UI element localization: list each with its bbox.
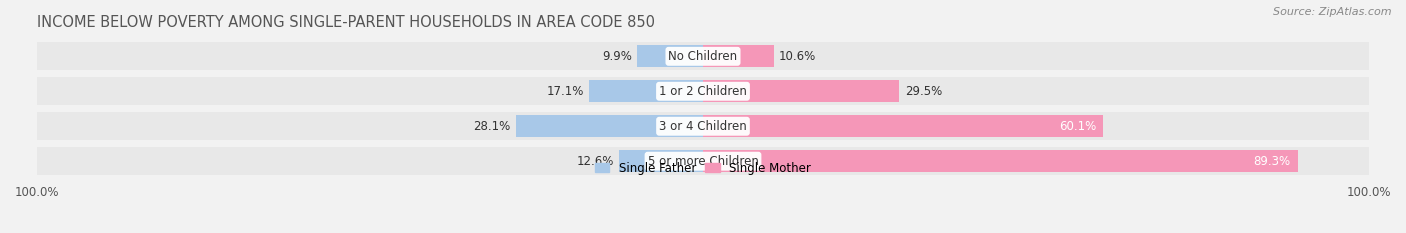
Bar bbox=[516, 115, 703, 137]
Bar bbox=[37, 77, 1369, 105]
Text: 17.1%: 17.1% bbox=[547, 85, 583, 98]
Text: 5 or more Children: 5 or more Children bbox=[648, 155, 758, 168]
Text: 29.5%: 29.5% bbox=[904, 85, 942, 98]
Text: 60.1%: 60.1% bbox=[1059, 120, 1097, 133]
Bar bbox=[703, 80, 900, 102]
Text: 12.6%: 12.6% bbox=[576, 155, 614, 168]
Text: 10.6%: 10.6% bbox=[779, 50, 815, 63]
Legend: Single Father, Single Mother: Single Father, Single Mother bbox=[591, 157, 815, 179]
Bar bbox=[637, 45, 703, 67]
Bar bbox=[619, 150, 703, 172]
Bar bbox=[703, 45, 773, 67]
Bar bbox=[37, 147, 1369, 175]
Bar bbox=[37, 42, 1369, 70]
Text: 3 or 4 Children: 3 or 4 Children bbox=[659, 120, 747, 133]
Bar bbox=[703, 150, 1298, 172]
Text: 1 or 2 Children: 1 or 2 Children bbox=[659, 85, 747, 98]
Text: INCOME BELOW POVERTY AMONG SINGLE-PARENT HOUSEHOLDS IN AREA CODE 850: INCOME BELOW POVERTY AMONG SINGLE-PARENT… bbox=[37, 15, 655, 30]
Bar bbox=[703, 115, 1104, 137]
Text: 9.9%: 9.9% bbox=[602, 50, 631, 63]
Text: Source: ZipAtlas.com: Source: ZipAtlas.com bbox=[1274, 7, 1392, 17]
Text: 89.3%: 89.3% bbox=[1254, 155, 1291, 168]
Bar bbox=[37, 112, 1369, 140]
Text: No Children: No Children bbox=[668, 50, 738, 63]
Bar bbox=[589, 80, 703, 102]
Text: 28.1%: 28.1% bbox=[474, 120, 510, 133]
